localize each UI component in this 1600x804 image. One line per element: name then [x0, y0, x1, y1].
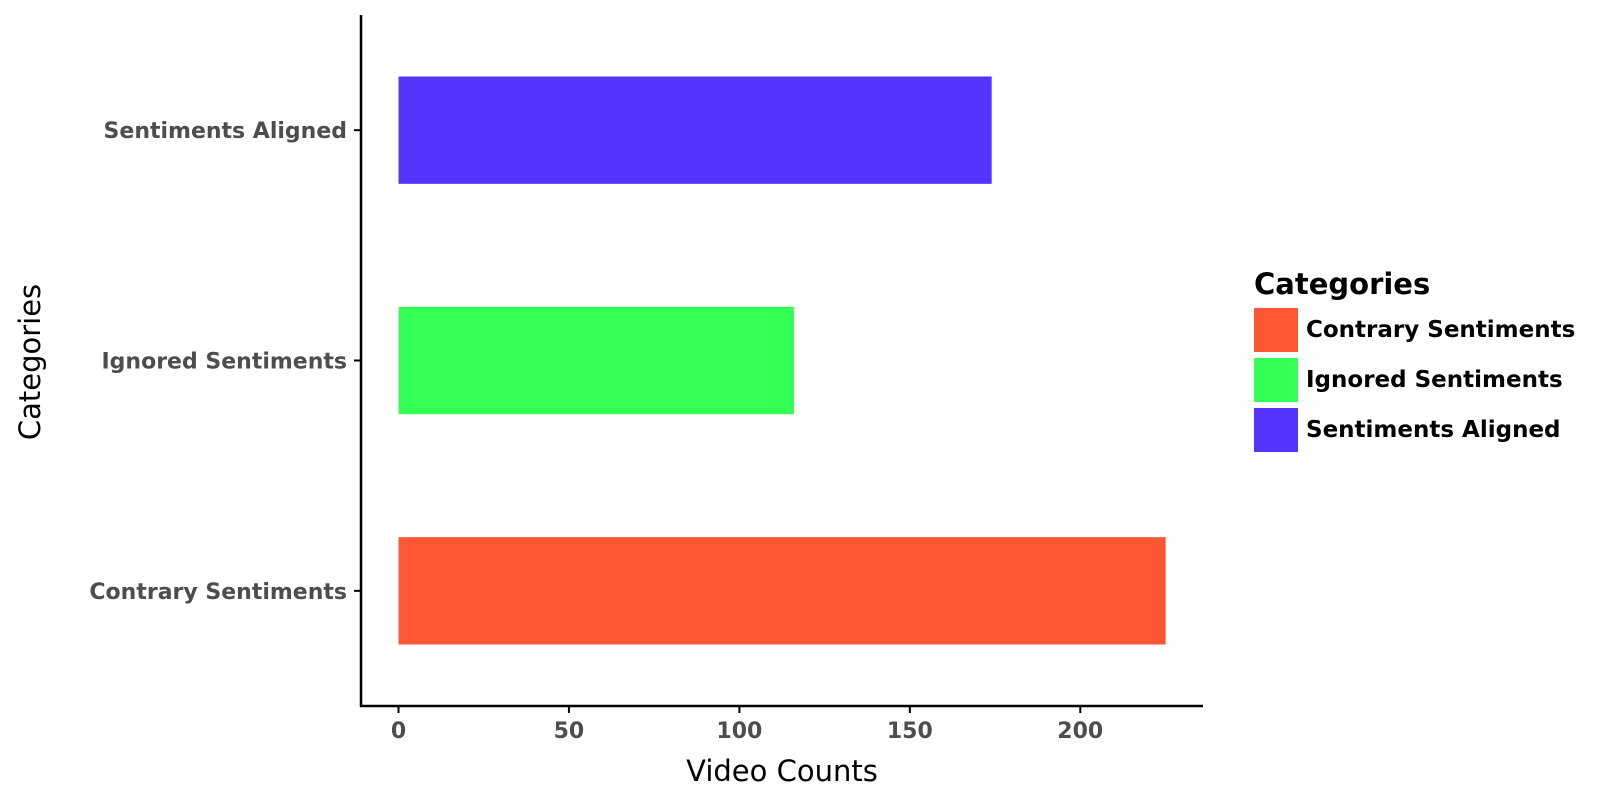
x-tick-label: 100	[716, 719, 762, 744]
y-tick-label: Sentiments Aligned	[104, 119, 347, 144]
y-axis-title: Categories	[13, 284, 47, 440]
legend-title: Categories	[1254, 267, 1430, 301]
legend: Categories Contrary Sentiments Ignored Se…	[1254, 267, 1575, 452]
x-tick-label: 0	[391, 719, 406, 744]
bars-layer	[398, 76, 1166, 645]
legend-label: Contrary Sentiments	[1306, 317, 1575, 343]
y-tick-label: Ignored Sentiments	[102, 350, 348, 375]
bar-contrary-sentiments	[398, 537, 1166, 645]
x-axis-title: Video Counts	[686, 754, 878, 788]
legend-entries: Contrary Sentiments Ignored Sentiments Sen…	[1254, 308, 1575, 452]
legend-label: Sentiments Aligned	[1306, 417, 1561, 443]
bar-ignored-sentiments	[398, 306, 794, 415]
legend-label: Ignored Sentiments	[1306, 367, 1563, 393]
x-tick-label: 150	[887, 719, 933, 744]
x-ticks: 0 50 100 150 200	[391, 706, 1103, 744]
legend-swatch	[1254, 408, 1298, 452]
legend-swatch	[1254, 308, 1298, 352]
bar-sentiments-aligned	[398, 76, 992, 184]
legend-swatch	[1254, 358, 1298, 402]
x-tick-label: 200	[1057, 719, 1103, 744]
x-tick-label: 50	[554, 719, 585, 744]
y-ticks: Contrary Sentiments Ignored Sentiments Sen…	[89, 119, 361, 605]
y-tick-label: Contrary Sentiments	[89, 580, 347, 605]
